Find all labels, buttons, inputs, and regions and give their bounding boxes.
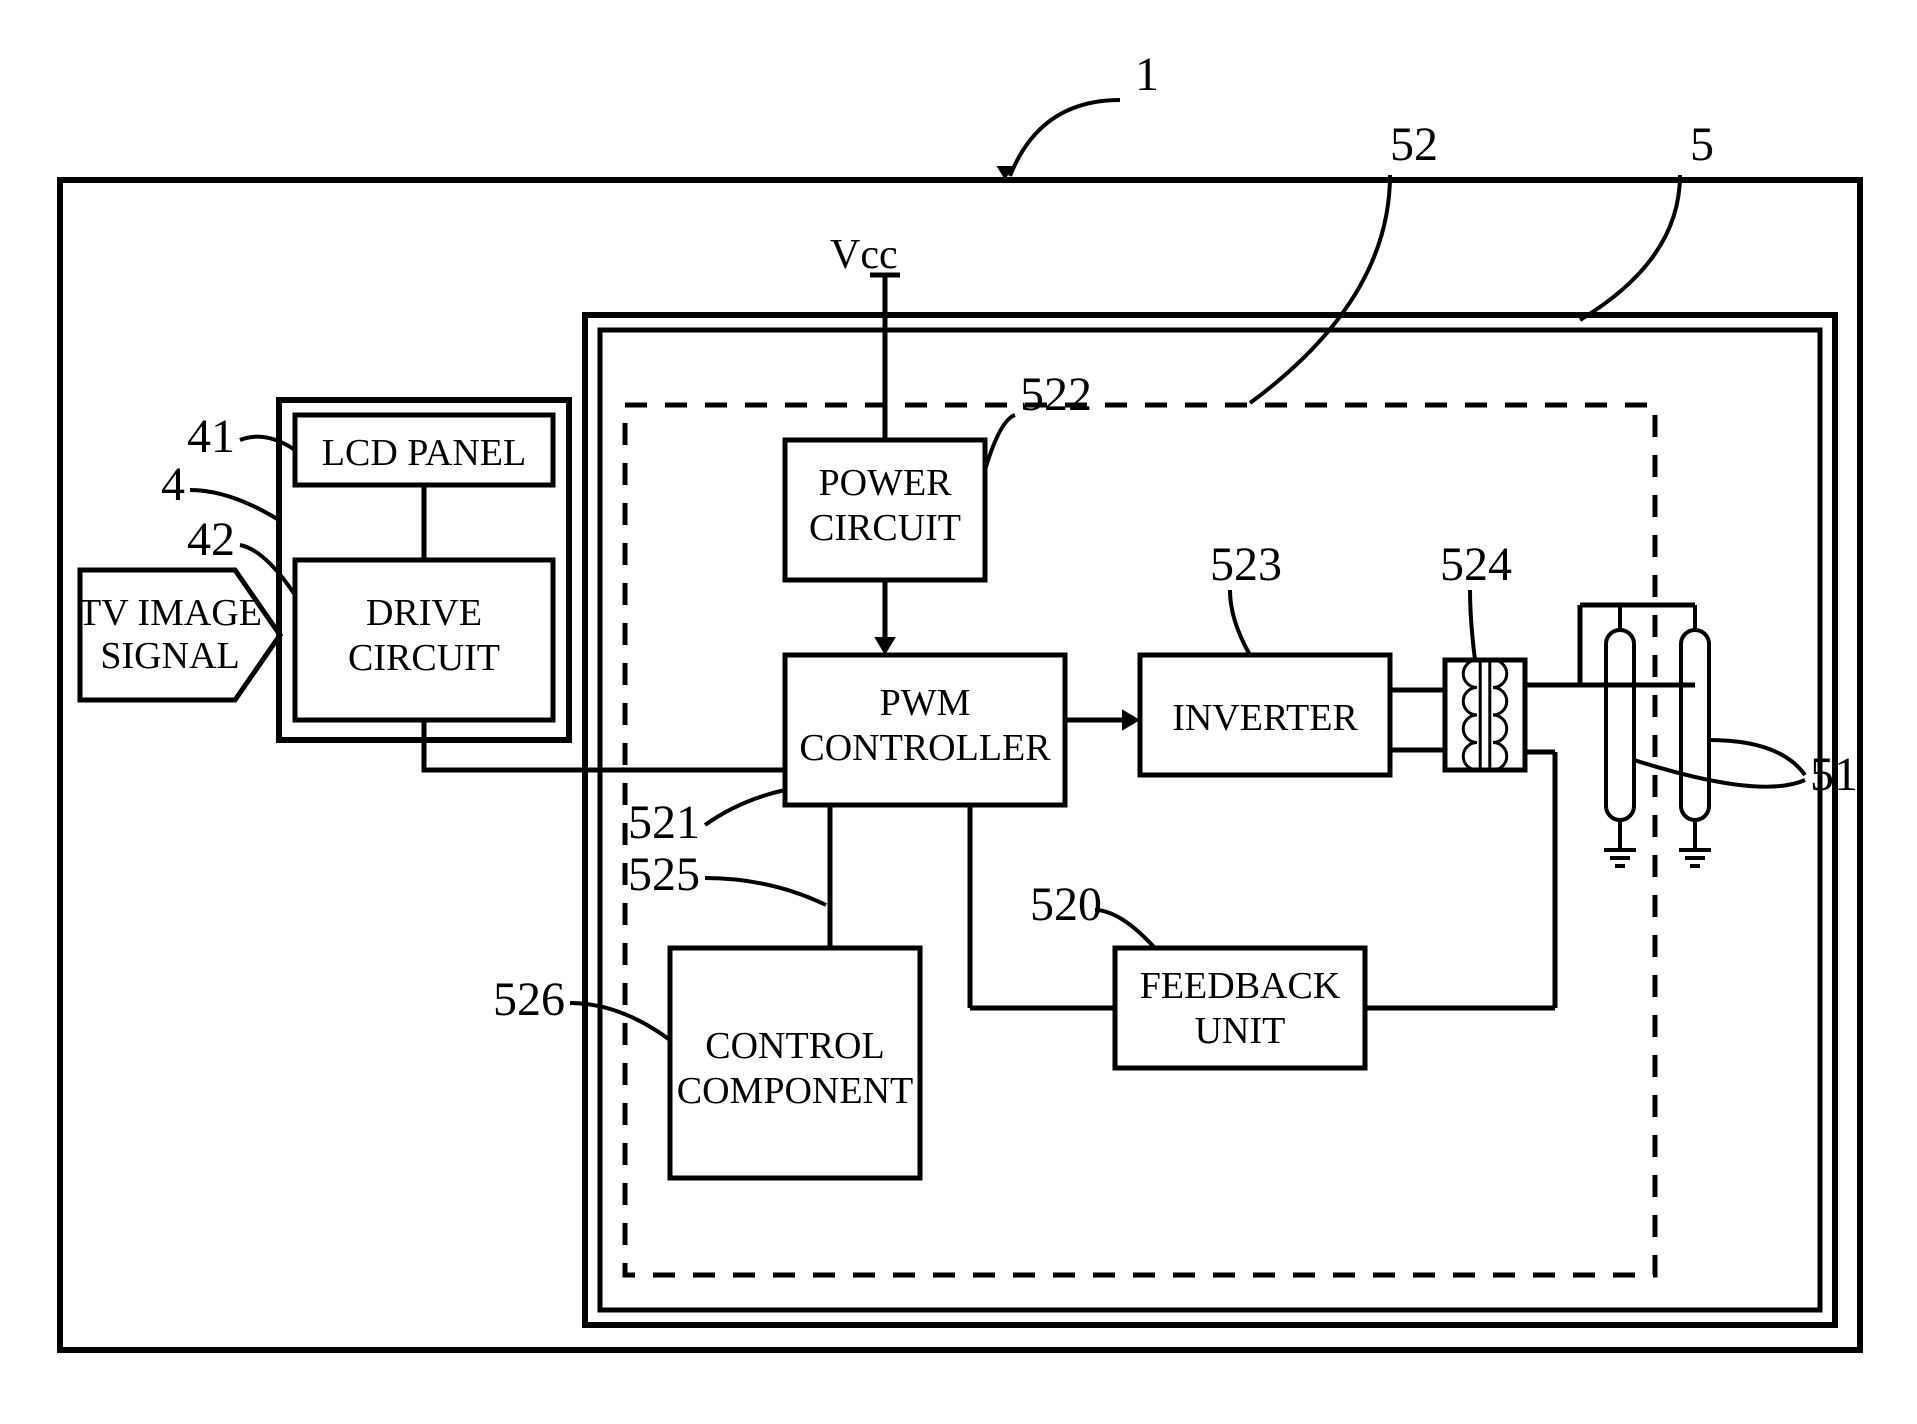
- module5-box: [585, 315, 1835, 1325]
- ref-520: 520: [1030, 878, 1102, 931]
- tv-line1: TV IMAGE: [78, 592, 262, 634]
- ref-526: 526: [493, 973, 565, 1026]
- lamp: [1681, 630, 1709, 820]
- svg-text:INVERTER: INVERTER: [1172, 697, 1358, 739]
- ref-523: 523: [1210, 538, 1282, 591]
- svg-text:Vcc: Vcc: [830, 232, 898, 278]
- svg-text:FEEDBACK: FEEDBACK: [1140, 965, 1341, 1007]
- ref-525: 525: [628, 848, 700, 901]
- svg-text:COMPONENT: COMPONENT: [677, 1070, 913, 1112]
- transformer: [1445, 660, 1525, 770]
- svg-text:PWM: PWM: [880, 682, 971, 724]
- lcd-label: LCD PANEL: [322, 432, 526, 474]
- tv-line2: SIGNAL: [100, 635, 239, 677]
- ref-51: 51: [1810, 748, 1858, 801]
- svg-text:CONTROL: CONTROL: [705, 1025, 884, 1067]
- ref-42: 42: [187, 513, 235, 566]
- ref-524: 524: [1440, 538, 1512, 591]
- ref-52: 52: [1390, 118, 1438, 171]
- ref-522: 522: [1020, 368, 1092, 421]
- svg-text:POWER: POWER: [819, 462, 953, 504]
- ref-4: 4: [161, 458, 185, 511]
- svg-text:DRIVE: DRIVE: [366, 592, 482, 634]
- svg-text:CONTROLLER: CONTROLLER: [799, 727, 1051, 769]
- svg-text:UNIT: UNIT: [1195, 1010, 1286, 1052]
- ref-1: 1: [1135, 48, 1159, 101]
- dashed-box-52: [625, 405, 1655, 1275]
- svg-text:CIRCUIT: CIRCUIT: [348, 637, 500, 679]
- lamp: [1606, 630, 1634, 820]
- ref-5: 5: [1690, 118, 1714, 171]
- svg-text:CIRCUIT: CIRCUIT: [809, 507, 961, 549]
- ref-521: 521: [628, 796, 700, 849]
- ref-41: 41: [187, 410, 235, 463]
